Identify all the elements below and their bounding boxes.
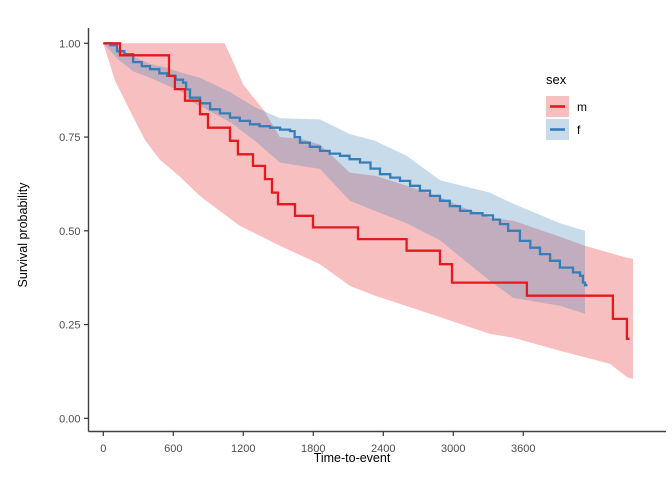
x-tick-label: 2400	[371, 443, 395, 455]
survival-curves	[103, 42, 630, 340]
x-tick-label: 3600	[511, 443, 535, 455]
x-axis-title: Time-to-event	[314, 451, 391, 465]
y-tick-label: 0.75	[59, 132, 80, 144]
y-axis-title: Survival probability	[16, 182, 30, 288]
y-tick-label: 0.50	[59, 226, 80, 238]
x-tick-label: 600	[164, 443, 182, 455]
survival-curve-m	[103, 42, 630, 340]
axes: 0 600 1200 1800 2400 3000 3600 0.00 0.25 0.50 0.75…	[59, 28, 666, 455]
legend: sex m f	[546, 72, 587, 140]
legend-key-m: m	[546, 96, 587, 117]
y-tick-label: 0.00	[59, 413, 80, 425]
y-tick-label: 1.00	[59, 38, 80, 50]
legend-label-f: f	[577, 123, 581, 137]
x-tick-label: 0	[100, 443, 106, 455]
x-tick-label: 1800	[301, 443, 325, 455]
legend-label-m: m	[577, 100, 587, 114]
x-tick-label: 1200	[231, 443, 255, 455]
confidence-bands	[103, 43, 634, 379]
y-tick-label: 0.25	[59, 320, 80, 332]
survival-curve-f	[103, 42, 588, 287]
confidence-band-f	[103, 43, 586, 314]
confidence-band-m	[103, 43, 634, 379]
legend-title: sex	[546, 72, 567, 87]
x-tick-label: 3000	[441, 443, 465, 455]
legend-key-f: f	[546, 119, 581, 140]
